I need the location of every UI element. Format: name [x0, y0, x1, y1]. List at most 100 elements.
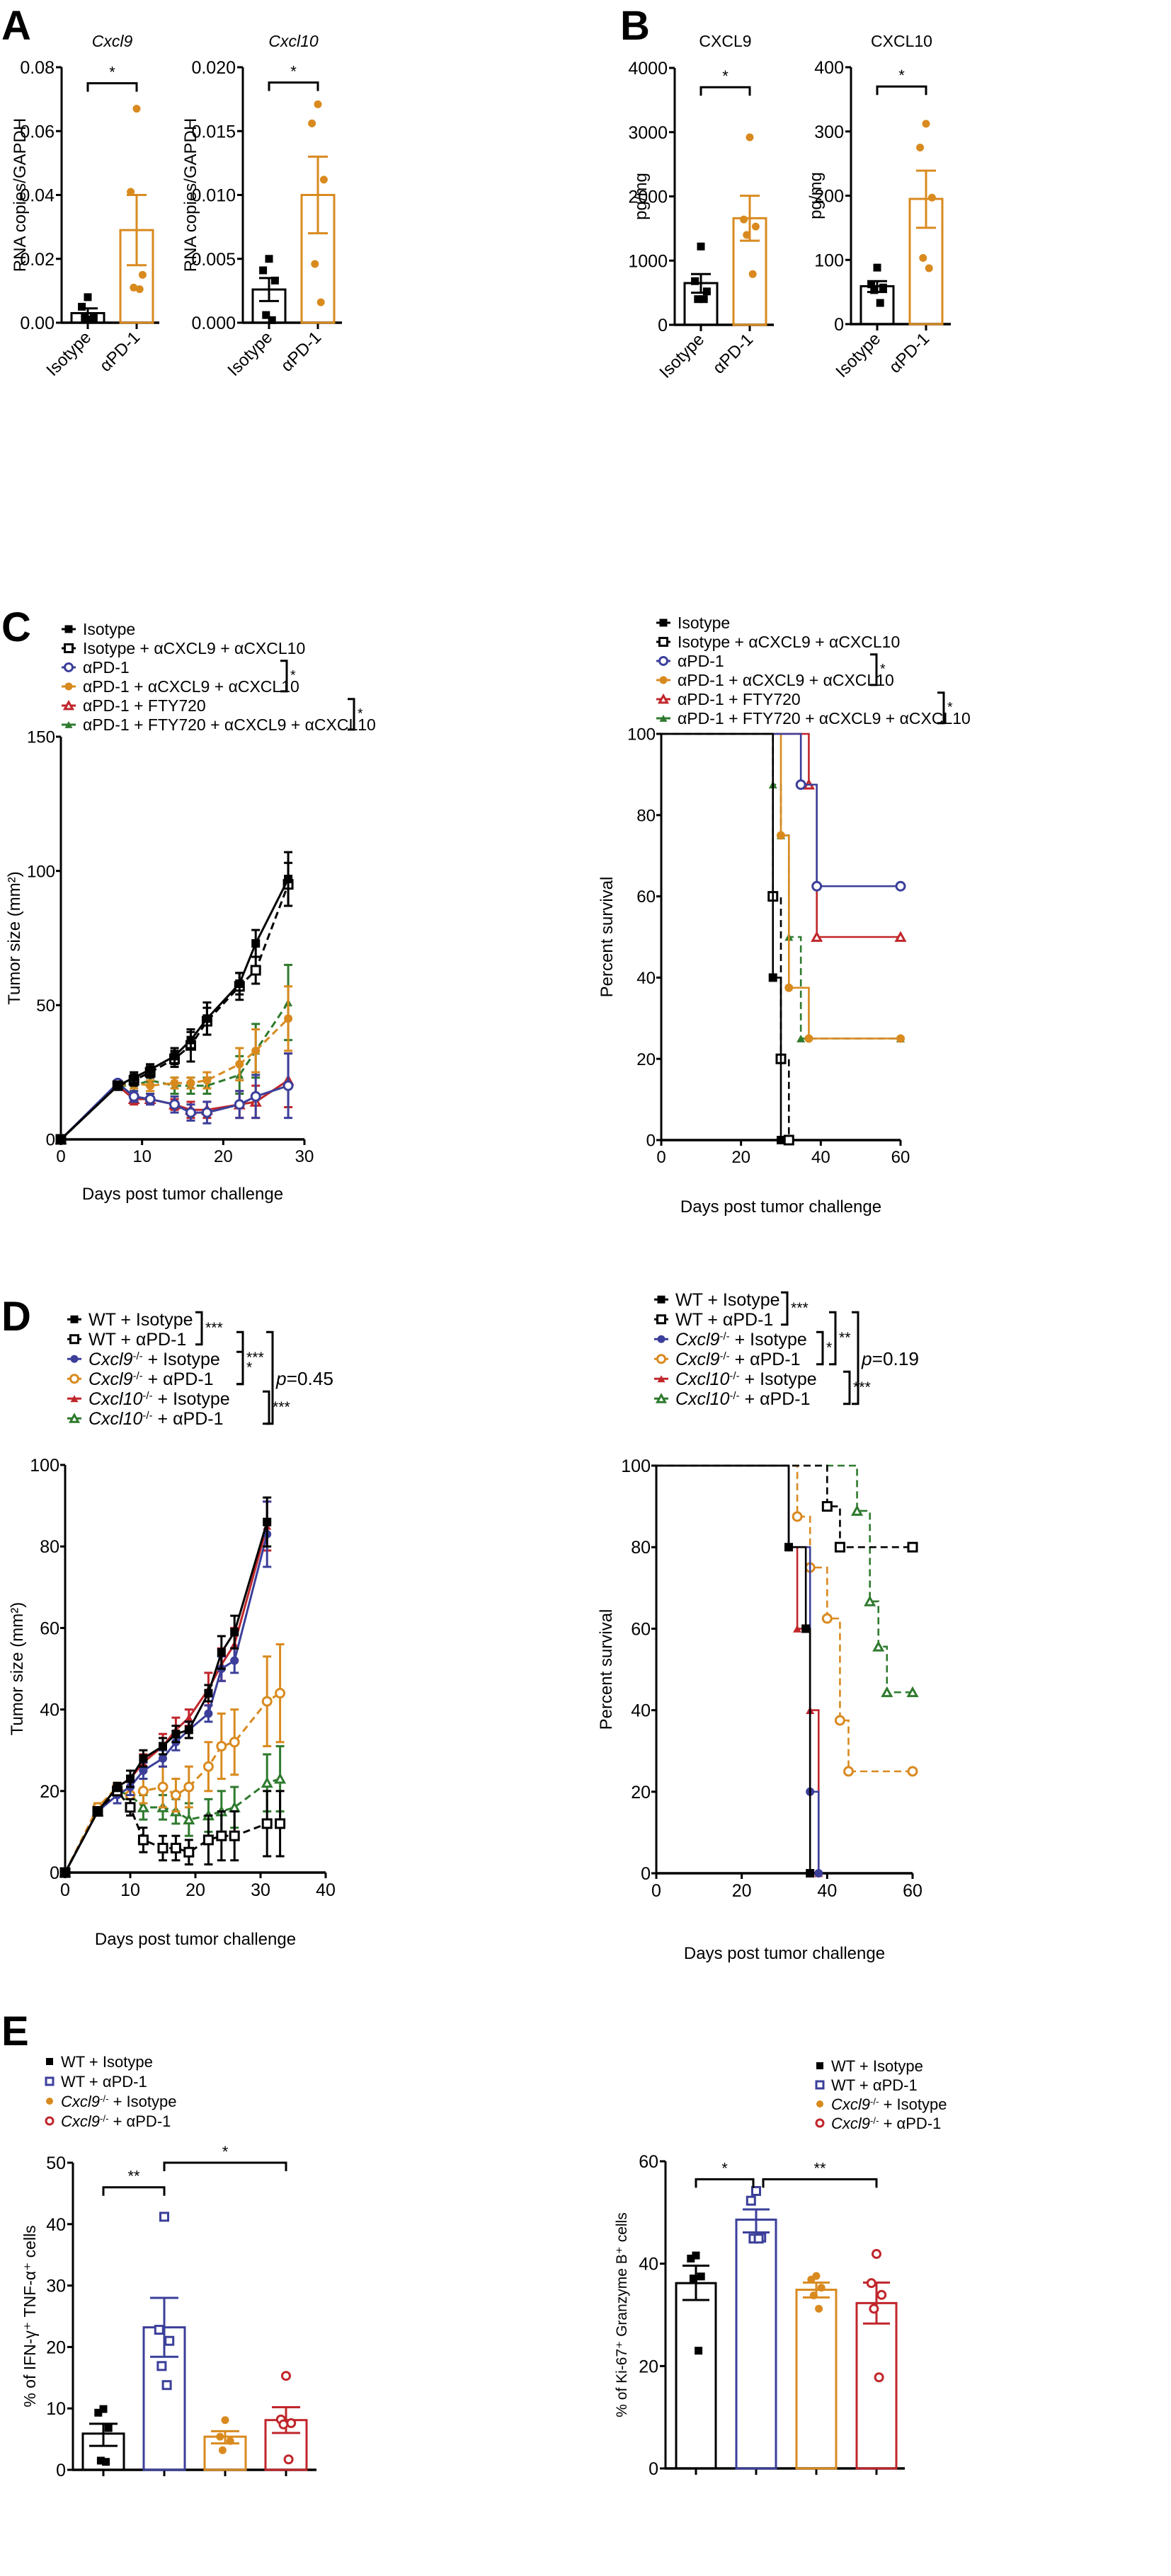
y-tick-label: 0 — [834, 315, 844, 335]
y-tick-label: 0.010 — [191, 186, 236, 206]
y-axis-label: Tumor size (mm²) — [5, 871, 24, 1004]
y-axis-label: Percent survival — [598, 877, 617, 998]
legend-label: Cxcl9-/- + Isotype — [831, 2095, 947, 2113]
series-line — [59, 1001, 290, 1141]
y-tick-label: 3000 — [628, 123, 668, 143]
legend-marker — [70, 1315, 79, 1323]
y-tick-label: 40 — [636, 969, 656, 988]
censor-marker — [784, 1543, 794, 1552]
legend-label: WT + αPD-1 — [88, 1330, 186, 1350]
legend-marker — [69, 1374, 79, 1384]
data-point — [99, 2405, 108, 2413]
legend-label: WT + αPD-1 — [61, 2073, 147, 2091]
data-point — [138, 270, 147, 279]
data-point — [230, 1628, 239, 1637]
censor-marker — [843, 1766, 854, 1777]
data-point — [96, 2456, 105, 2465]
legend-bracket-label: * — [947, 700, 953, 715]
legend-label: WT + Isotype — [831, 2057, 923, 2075]
censor-marker — [783, 1134, 794, 1146]
legend-label: WT + αPD-1 — [675, 1310, 773, 1330]
x-tick-label: 20 — [214, 1147, 233, 1166]
data-point — [278, 2419, 289, 2430]
y-tick-label: 2000 — [628, 188, 668, 207]
data-point — [132, 105, 141, 113]
legend-label: Cxcl9-/- + αPD-1 — [61, 2112, 171, 2130]
y-tick-label: 200 — [814, 187, 844, 207]
y-tick-label: 60 — [636, 887, 656, 907]
y-tick-label: 60 — [40, 1618, 59, 1638]
censor-marker — [906, 1686, 919, 1698]
data-point — [746, 2195, 756, 2206]
data-point — [815, 2304, 823, 2313]
legend-label: Cxcl9-/- + αPD-1 — [831, 2115, 941, 2132]
chart-d-survival: 0 20 40 60 80 100 0 20 40 60 Days post tumor chall… — [597, 1290, 922, 1963]
legend-bracket — [348, 698, 355, 731]
data-point — [314, 100, 322, 108]
data-point — [216, 1740, 227, 1752]
data-point — [916, 143, 925, 151]
bar — [855, 2301, 898, 2470]
y-tick-label: 40 — [631, 1701, 651, 1721]
data-point — [751, 222, 760, 231]
y-tick-label: 0 — [641, 1864, 651, 1884]
y-tick-label: 4000 — [628, 59, 668, 79]
legend-label: αPD-1 + FTY720 + αCXCL9 + αCXCL10 — [83, 715, 376, 734]
y-axis-label: % of Ki-67⁺ Granzyme B⁺ cells — [614, 2212, 630, 2417]
y-tick-label: 0.08 — [20, 58, 55, 78]
y-tick-label: 80 — [631, 1538, 651, 1558]
data-point — [146, 1081, 155, 1091]
data-point — [183, 1781, 195, 1793]
x-axis-label: Days post tumor challenge — [82, 1185, 283, 1204]
significance-label: * — [721, 2159, 728, 2177]
data-point — [186, 1079, 195, 1088]
legend-bracket-label: *** — [246, 1349, 264, 1366]
y-tick-label: 20 — [46, 2338, 66, 2357]
category-label: αPD-1 — [278, 328, 326, 376]
survival-curve — [656, 1464, 913, 1694]
legend-bracket — [852, 1311, 859, 1405]
legend-marker — [64, 721, 73, 728]
chart-title: Cxcl10 — [268, 32, 319, 50]
data-point — [229, 1830, 240, 1841]
data-point — [311, 260, 319, 268]
data-point — [186, 1035, 195, 1045]
data-point — [216, 2432, 224, 2441]
legend-label: Isotype + αCXCL9 + αCXCL10 — [83, 639, 305, 657]
legend-marker — [64, 643, 74, 653]
data-point — [171, 1730, 181, 1739]
data-point — [218, 2446, 227, 2454]
y-tick-label: 80 — [40, 1537, 59, 1557]
legend-bracket — [870, 653, 878, 686]
censor-marker — [896, 1034, 905, 1043]
data-point — [102, 2458, 110, 2466]
chart-d-tumor-size: 0 20 40 60 80 100 0 10 20 30 40 Days post tumor cha… — [8, 1310, 336, 1949]
legend-marker — [64, 682, 73, 691]
legend-marker — [815, 2118, 825, 2128]
x-tick-label: 20 — [185, 1880, 205, 1900]
legend-marker — [45, 2076, 55, 2086]
data-point — [867, 280, 876, 289]
legend-bracket-label: *** — [273, 1398, 290, 1415]
significance-bracket — [102, 2186, 166, 2196]
censor-marker — [907, 1541, 918, 1553]
data-point — [250, 965, 261, 976]
censor-marker — [864, 1595, 876, 1606]
data-point — [740, 215, 748, 224]
legend-bracket — [781, 1291, 789, 1326]
legend-bracket — [280, 660, 288, 693]
y-tick-label: 100 — [621, 1456, 651, 1476]
data-point — [697, 2272, 705, 2281]
legend-bracket-label: * — [290, 668, 296, 684]
y-tick-label: 60 — [631, 1619, 651, 1639]
data-point — [221, 2416, 229, 2425]
y-axis-label: pg/mg — [632, 173, 651, 220]
category-label: Isotype — [832, 329, 884, 381]
data-point — [170, 1079, 179, 1088]
data-point — [275, 1818, 286, 1829]
y-tick-label: 20 — [636, 1050, 656, 1069]
series-line — [59, 1081, 289, 1141]
data-point — [113, 1783, 122, 1792]
y-tick-label: 30 — [46, 2277, 66, 2296]
